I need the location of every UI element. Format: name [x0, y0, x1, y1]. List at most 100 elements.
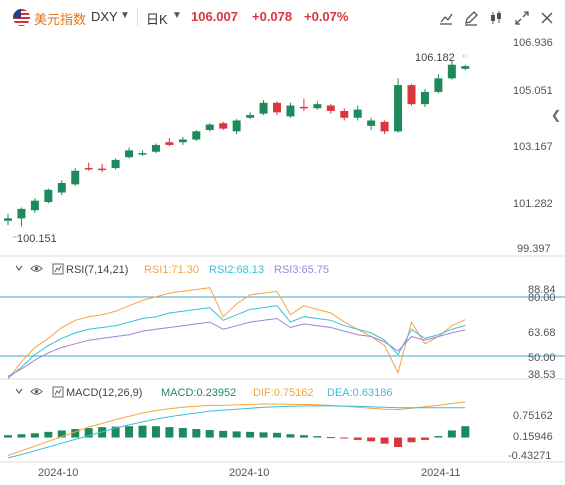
candle-body[interactable] [340, 110, 349, 118]
candle-body[interactable] [71, 170, 80, 185]
candle-body[interactable] [125, 150, 134, 158]
macd-bar [151, 426, 160, 438]
candle-body[interactable] [57, 183, 66, 193]
candle-body[interactable] [151, 144, 160, 152]
candle-body[interactable] [4, 218, 12, 221]
macd-bar [394, 437, 403, 447]
candle-type-icon[interactable] [487, 9, 505, 27]
close-icon[interactable] [538, 9, 556, 27]
candle-body[interactable] [367, 120, 376, 126]
us-flag-icon [13, 9, 30, 26]
candle-body[interactable] [219, 123, 228, 129]
macd-bar [71, 429, 80, 438]
candle-body[interactable] [246, 115, 255, 118]
period-selector[interactable]: 日K [146, 12, 168, 27]
candle-body[interactable] [98, 168, 107, 171]
candle-body[interactable] [420, 91, 429, 105]
price-axis-label: 99.397 [517, 243, 551, 255]
candle-body[interactable] [232, 120, 241, 132]
quote-header: 美元指数 DXY ▼ 日K ▼ 106.007 +0.078 +0.07% [0, 0, 565, 34]
rsi1-value: RSI1:71.30 [144, 264, 199, 276]
candle-body[interactable] [326, 105, 335, 111]
candle-body[interactable] [44, 189, 53, 203]
side-panel-chevron-left-icon[interactable]: ❮ [551, 108, 562, 122]
macd-value: MACD:0.23952 [161, 387, 236, 399]
candle-body[interactable] [192, 131, 201, 140]
x-axis-label: 2024-10 [229, 467, 269, 479]
macd-bar [313, 436, 322, 438]
price-axis-label: 105.051 [513, 85, 553, 97]
macd-bar [44, 431, 53, 438]
candle-body[interactable] [259, 102, 268, 114]
dea-line [7, 405, 466, 459]
rsi-title: RSI(7,14,21) [66, 264, 128, 276]
x-axis-label: 2024-10 [38, 467, 78, 479]
candle-body[interactable] [286, 105, 295, 117]
indicator-settings-icon[interactable] [437, 9, 455, 27]
macd-bar [367, 437, 376, 442]
macd-bar [286, 434, 295, 438]
macd-bar [192, 429, 201, 438]
candle-body[interactable] [434, 78, 443, 92]
candle-body[interactable] [84, 168, 93, 170]
macd-bar [125, 426, 134, 438]
candle-body[interactable] [407, 85, 416, 105]
candle-body[interactable] [299, 106, 308, 109]
macd-bar [138, 425, 147, 438]
rsi-pane: RSI(7,14,21) RSI1:71.30 RSI2:68.13 RSI3:… [0, 263, 565, 381]
fullscreen-icon[interactable] [513, 9, 531, 27]
candle-body[interactable] [380, 121, 389, 132]
dea-value: DEA:0.63186 [327, 387, 392, 399]
header-divider [137, 8, 138, 26]
macd-bar [165, 427, 174, 438]
candle-body[interactable] [273, 102, 281, 113]
rsi2-value: RSI2:68.13 [209, 264, 264, 276]
macd-visibility-eye-icon[interactable] [30, 388, 43, 395]
candle-body[interactable] [313, 104, 322, 109]
candle-body[interactable] [353, 109, 362, 118]
candle-body[interactable] [178, 139, 187, 143]
instrument-name[interactable]: 美元指数 [34, 12, 87, 27]
candle-body[interactable] [205, 124, 214, 130]
symbol-chevron-down-icon[interactable]: ▼ [120, 10, 130, 21]
candle-body[interactable] [138, 153, 147, 155]
candlestick-chart[interactable]: 106.936 105.051 103.167 101.282 99.397 1… [0, 34, 565, 485]
macd-bar [340, 437, 349, 439]
macd-bar [299, 435, 308, 438]
rsi-settings-icon[interactable] [52, 263, 64, 275]
candle-body[interactable] [447, 64, 456, 79]
macd-axis-label: 0.75162 [513, 410, 553, 422]
macd-bar [219, 430, 228, 438]
macd-pane: MACD(12,26,9) MACD:0.23952 DIF:0.75162 D… [4, 386, 553, 462]
last-price: 106.007 [191, 9, 238, 24]
macd-axis-label: -0.43271 [508, 450, 551, 462]
rsi-visibility-eye-icon[interactable] [30, 265, 43, 272]
candles-group [4, 60, 470, 227]
low-price-label: 100.151 [17, 233, 57, 245]
macd-settings-icon[interactable] [52, 386, 64, 398]
price-axis-label: 101.282 [513, 198, 553, 210]
instrument-symbol[interactable]: DXY [91, 9, 118, 24]
price-axis-label: 103.167 [513, 141, 553, 153]
candle-body[interactable] [461, 66, 470, 69]
candle-body[interactable] [30, 200, 39, 211]
macd-bar [232, 431, 241, 438]
period-chevron-down-icon[interactable]: ▼ [172, 10, 182, 21]
macd-bar [326, 437, 335, 439]
price-change: +0.078 [252, 9, 293, 24]
macd-collapse-icon[interactable] [15, 388, 23, 394]
dif-value: DIF:0.75162 [253, 387, 314, 399]
candle-body[interactable] [17, 208, 26, 219]
x-axis-label: 2024-11 [421, 467, 461, 479]
macd-axis-label: 0.15946 [513, 431, 553, 443]
macd-bar [111, 426, 120, 438]
draw-pencil-icon[interactable] [462, 9, 480, 27]
candle-body[interactable] [394, 85, 403, 132]
rsi-collapse-icon[interactable] [15, 265, 23, 271]
macd-bar [259, 432, 268, 438]
rsi3-value: RSI3:65.75 [274, 264, 329, 276]
macd-bar [4, 435, 12, 438]
candle-body[interactable] [165, 142, 174, 145]
candle-body[interactable] [111, 159, 120, 169]
dif-line [7, 401, 466, 456]
